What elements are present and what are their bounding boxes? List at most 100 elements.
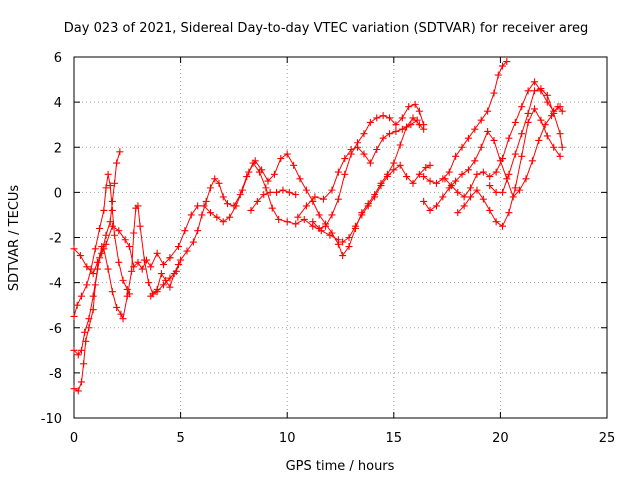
data-point-marker — [499, 222, 507, 230]
data-point-marker — [82, 337, 90, 345]
x-tick-label: 15 — [386, 431, 403, 446]
data-point-marker — [445, 168, 453, 176]
data-point-marker — [115, 227, 123, 235]
data-point-marker — [268, 204, 276, 212]
data-point-marker — [432, 202, 440, 210]
data-point-marker — [96, 224, 104, 232]
data-point-marker — [358, 211, 366, 219]
data-point-marker — [328, 229, 336, 237]
data-point-marker — [528, 157, 536, 165]
data-point-marker — [556, 130, 564, 138]
data-point-marker — [550, 143, 558, 151]
data-point-marker — [89, 270, 97, 278]
data-point-marker — [328, 211, 336, 219]
data-point-marker — [556, 152, 564, 160]
data-point-marker — [198, 211, 206, 219]
y-tick-label: -4 — [49, 277, 62, 292]
data-point-marker — [134, 202, 142, 210]
series-track-14 — [454, 105, 564, 230]
data-point-marker — [371, 193, 379, 201]
data-point-marker — [345, 234, 353, 241]
data-point-marker — [108, 206, 116, 214]
data-point-marker — [390, 159, 398, 167]
data-point-marker — [96, 254, 104, 262]
plot-area-frame — [73, 56, 608, 419]
data-point-marker — [119, 276, 127, 284]
data-point-marker — [153, 249, 161, 257]
series-track — [312, 103, 425, 229]
data-point-marker — [102, 184, 110, 192]
data-point-marker — [302, 186, 310, 194]
data-point-marker — [392, 127, 400, 135]
data-point-marker — [177, 256, 185, 264]
data-point-marker — [364, 202, 372, 210]
data-point-marker — [550, 109, 558, 117]
data-point-marker — [117, 310, 125, 318]
data-point-marker — [345, 243, 353, 251]
data-point-marker — [477, 116, 485, 124]
data-point-marker — [524, 87, 532, 95]
data-point-marker — [467, 184, 475, 192]
data-point-marker — [454, 209, 462, 217]
data-point-marker — [477, 143, 485, 151]
data-point-marker — [490, 89, 498, 97]
data-point-marker — [328, 186, 336, 194]
data-point-marker — [473, 170, 481, 178]
data-point-marker — [111, 231, 119, 239]
data-point-marker — [296, 175, 304, 183]
data-point-marker — [458, 170, 466, 178]
data-point-marker — [518, 130, 526, 138]
data-point-marker — [311, 193, 319, 201]
data-point-marker — [260, 191, 268, 199]
data-point-marker — [409, 114, 417, 122]
data-point-marker — [366, 118, 374, 126]
series-track-4 — [70, 202, 182, 395]
data-point-marker — [537, 85, 545, 93]
data-point-marker — [253, 197, 261, 205]
data-point-marker — [157, 270, 165, 278]
data-point-marker — [102, 240, 110, 248]
data-point-marker — [83, 263, 91, 271]
data-point-marker — [373, 114, 381, 122]
series-track-8 — [294, 116, 421, 221]
data-point-marker — [106, 218, 114, 226]
data-point-marker — [283, 150, 291, 158]
data-point-marker — [111, 179, 119, 187]
data-point-marker — [183, 247, 191, 255]
data-point-marker — [70, 312, 78, 320]
data-point-marker — [447, 182, 455, 190]
data-point-marker — [379, 134, 387, 142]
data-point-marker — [558, 107, 566, 115]
y-tick-label: 6 — [54, 51, 62, 66]
data-point-marker — [300, 215, 308, 223]
data-point-marker — [415, 170, 423, 178]
data-point-marker — [386, 130, 394, 138]
series-track-12 — [420, 103, 566, 214]
data-point-marker — [77, 346, 85, 354]
data-point-marker — [354, 139, 362, 147]
data-point-marker — [166, 274, 174, 282]
data-point-marker — [473, 186, 481, 194]
data-point-marker — [116, 148, 124, 156]
data-point-marker — [471, 157, 479, 165]
data-point-marker — [426, 177, 434, 185]
data-point-marker — [215, 179, 223, 187]
data-point-marker — [123, 285, 131, 293]
data-point-marker — [213, 213, 221, 221]
data-point-marker — [467, 193, 475, 201]
data-point-marker — [484, 127, 492, 135]
data-point-marker — [275, 215, 283, 223]
data-point-marker — [531, 78, 539, 86]
data-point-marker — [377, 182, 385, 190]
data-point-marker — [339, 252, 347, 260]
data-point-marker — [486, 182, 494, 190]
data-point-marker — [347, 150, 355, 158]
data-point-marker — [202, 197, 210, 205]
data-point-marker — [522, 175, 530, 183]
data-point-marker — [511, 150, 519, 158]
series-track-2 — [70, 170, 133, 320]
series-track-11 — [420, 58, 511, 187]
data-point-marker — [102, 231, 110, 239]
data-point-marker — [226, 213, 234, 221]
data-point-marker — [89, 306, 97, 314]
